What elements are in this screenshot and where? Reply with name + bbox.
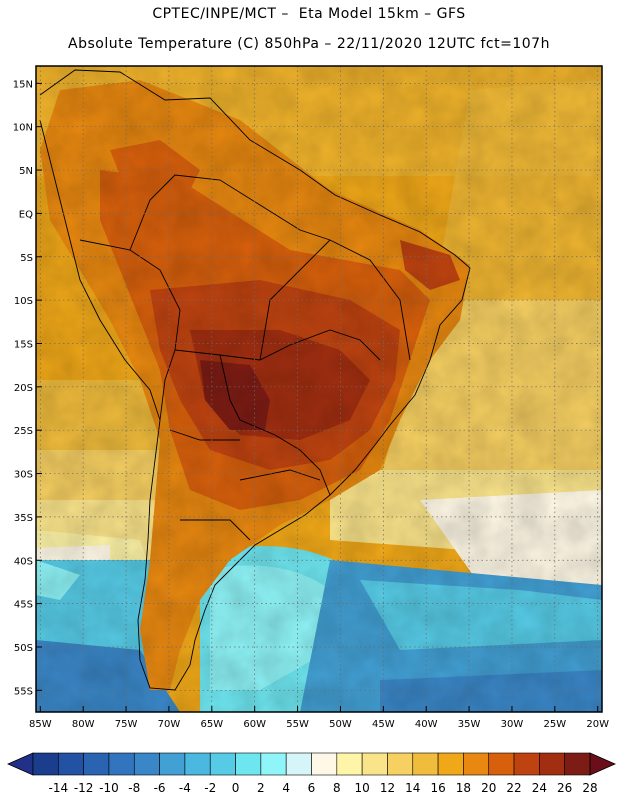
lon-tick-label: 35W <box>458 719 481 730</box>
colorbar-swatch <box>260 752 287 776</box>
title-line-1: CPTEC/INPE/MCT – Eta Model 15km – GFS <box>152 6 466 22</box>
colorbar-swatch <box>463 752 490 776</box>
colorbar-label: 2 <box>257 781 265 795</box>
lat-tick-label: 25S <box>14 426 33 437</box>
colorbar-label: 6 <box>308 781 316 795</box>
lon-tick-label: 55W <box>286 719 309 730</box>
colorbar-label: 12 <box>380 781 395 795</box>
lat-tick-label: 20S <box>14 383 33 394</box>
colorbar-label: 20 <box>481 781 496 795</box>
colorbar-label: -10 <box>99 781 119 795</box>
lon-tick-label: 75W <box>115 719 138 730</box>
colorbar-swatch <box>564 752 591 776</box>
coastline-and-borders <box>39 69 471 691</box>
colorbar-swatch <box>159 752 186 776</box>
lon-tick-label: 50W <box>329 719 352 730</box>
colorbar-label: 0 <box>232 781 240 795</box>
colorbar: -14 -12 -10 -8 -6 -4 -2 0 2 4 6 8 10 12 14 16 18 20 22 24 26… <box>7 752 616 795</box>
colorbar-over-arrow <box>589 752 616 776</box>
colorbar-label: 4 <box>282 781 290 795</box>
lon-tick-label: 60W <box>243 719 266 730</box>
colorbar-swatch <box>336 752 363 776</box>
colorbar-label: 16 <box>430 781 445 795</box>
colorbar-swatch <box>83 752 110 776</box>
colorbar-label: 26 <box>557 781 572 795</box>
colorbar-label: -12 <box>74 781 94 795</box>
colorbar-label: -14 <box>49 781 69 795</box>
lat-tick-label: 30S <box>14 470 33 481</box>
colorbar-swatch <box>361 752 388 776</box>
colorbar-swatch <box>488 752 515 776</box>
lat-tick-label: 10N <box>13 123 33 134</box>
lon-tick-label: 30W <box>501 719 524 730</box>
colorbar-label: 22 <box>506 781 521 795</box>
colorbar-label: 24 <box>532 781 547 795</box>
lon-tick-label: 40W <box>415 719 438 730</box>
colorbar-label: -8 <box>128 781 140 795</box>
colorbar-label: -6 <box>154 781 166 795</box>
title-line-2: Absolute Temperature (C) 850hPa – 22/11/… <box>68 36 550 52</box>
lat-tick-label: 35S <box>14 513 33 524</box>
lat-tick-label: 45S <box>14 600 33 611</box>
lon-tick-label: 25W <box>544 719 567 730</box>
axis-ticks: 15N 10N 5N EQ 5S 10S 15S 20S 25S 30S 35S 40S 45S 50S 5… <box>13 79 609 730</box>
colorbar-label: 14 <box>405 781 420 795</box>
colorbar-swatch <box>437 752 464 776</box>
colorbar-swatch <box>412 752 439 776</box>
colorbar-swatch <box>108 752 135 776</box>
lon-tick-label: 70W <box>158 719 181 730</box>
lat-tick-label: 10S <box>14 296 33 307</box>
map-frame <box>35 65 603 713</box>
colorbar-label: 10 <box>354 781 369 795</box>
lat-tick-label: 5N <box>19 166 33 177</box>
lat-tick-label: 50S <box>14 643 33 654</box>
lat-tick-label: 40S <box>14 556 33 567</box>
colorbar-label: -2 <box>204 781 216 795</box>
lon-tick-label: 20W <box>586 719 609 730</box>
colorbar-swatch <box>32 752 59 776</box>
colorbar-swatch <box>133 752 160 776</box>
colorbar-swatch <box>58 752 84 776</box>
colorbar-label: 28 <box>582 781 597 795</box>
lat-tick-label: 15S <box>14 339 33 350</box>
lon-tick-label: 45W <box>372 719 395 730</box>
colorbar-swatch <box>235 752 262 776</box>
colorbar-under-arrow <box>7 752 34 776</box>
colorbar-swatch <box>209 752 236 776</box>
colorbar-swatch <box>184 752 211 776</box>
lat-tick-label: EQ <box>19 209 33 220</box>
lon-tick-label: 85W <box>29 719 52 730</box>
lat-tick-label: 55S <box>14 686 33 697</box>
colorbar-swatch <box>311 752 338 776</box>
lon-tick-label: 65W <box>200 719 223 730</box>
colorbar-label: 8 <box>333 781 341 795</box>
colorbar-swatch <box>513 752 540 776</box>
colorbar-label: -4 <box>179 781 191 795</box>
colorbar-label: 18 <box>456 781 471 795</box>
lat-tick-label: 15N <box>13 79 33 90</box>
lat-tick-label: 5S <box>20 253 33 264</box>
colorbar-swatch <box>539 752 565 776</box>
colorbar-swatch <box>285 752 312 776</box>
lon-tick-label: 80W <box>72 719 95 730</box>
colorbar-swatch <box>387 752 414 776</box>
temperature-field <box>36 66 602 712</box>
